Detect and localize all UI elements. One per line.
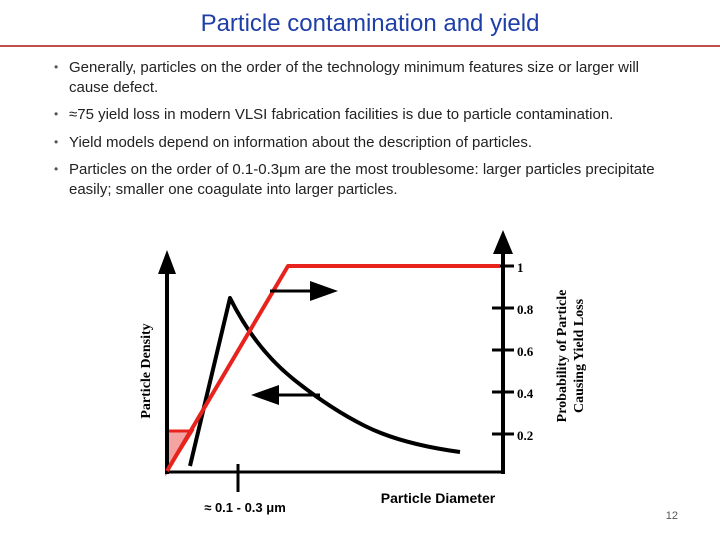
x-range-label: ≈ 0.1 - 0.3 μm [204,500,286,515]
bottom-axis-label: Particle Diameter [381,490,496,506]
bullet-list: • Generally, particles on the order of th… [54,58,664,207]
bullet-text: Particles on the order of 0.1-0.3μm are … [69,161,655,198]
right-tick-label: 1 [517,260,524,275]
particle-density-curve [188,296,461,467]
bullet-item: • Generally, particles on the order of th… [54,58,664,97]
bullet-text: ≈75 yield loss in modern VLSI fabricatio… [69,106,614,123]
bullet-dot-icon: • [54,162,59,176]
left-axis-arrow-icon [158,250,176,274]
bullet-item: • Particles on the order of 0.1-0.3μm are… [54,160,664,199]
bullet-item: • Yield models depend on information abou… [54,133,664,153]
yield-diagram: 1 0.8 0.6 0.4 0.2 Particle Density Proba… [139,230,587,515]
right-tick-label: 0.6 [517,344,534,359]
left-axis-label: Particle Density [139,323,154,418]
right-tick-label: 0.8 [517,302,534,317]
arrow-right-icon [310,281,338,301]
bullet-dot-icon: • [54,107,59,121]
bullet-text: Generally, particles on the order of the… [69,59,639,96]
title-divider [0,45,720,47]
bullet-text: Yield models depend on information about… [69,133,533,151]
right-axis-label-line2: Causing Yield Loss [572,298,587,413]
right-axis-label-line1: Probability of Particle [555,290,570,423]
yield-loss-probability-curve [165,264,500,473]
bullet-dot-icon: • [54,60,59,74]
bullet-item: • ≈75 yield loss in modern VLSI fabricati… [54,105,664,125]
slide-title: Particle contamination and yield [200,10,540,37]
arrow-left-icon [251,385,279,405]
right-tick-label: 0.4 [517,386,534,401]
bullet-dot-icon: • [54,134,59,149]
page-number: 12 [665,510,678,522]
right-tick-label: 0.2 [517,428,533,443]
right-axis-arrow-icon [493,230,513,254]
